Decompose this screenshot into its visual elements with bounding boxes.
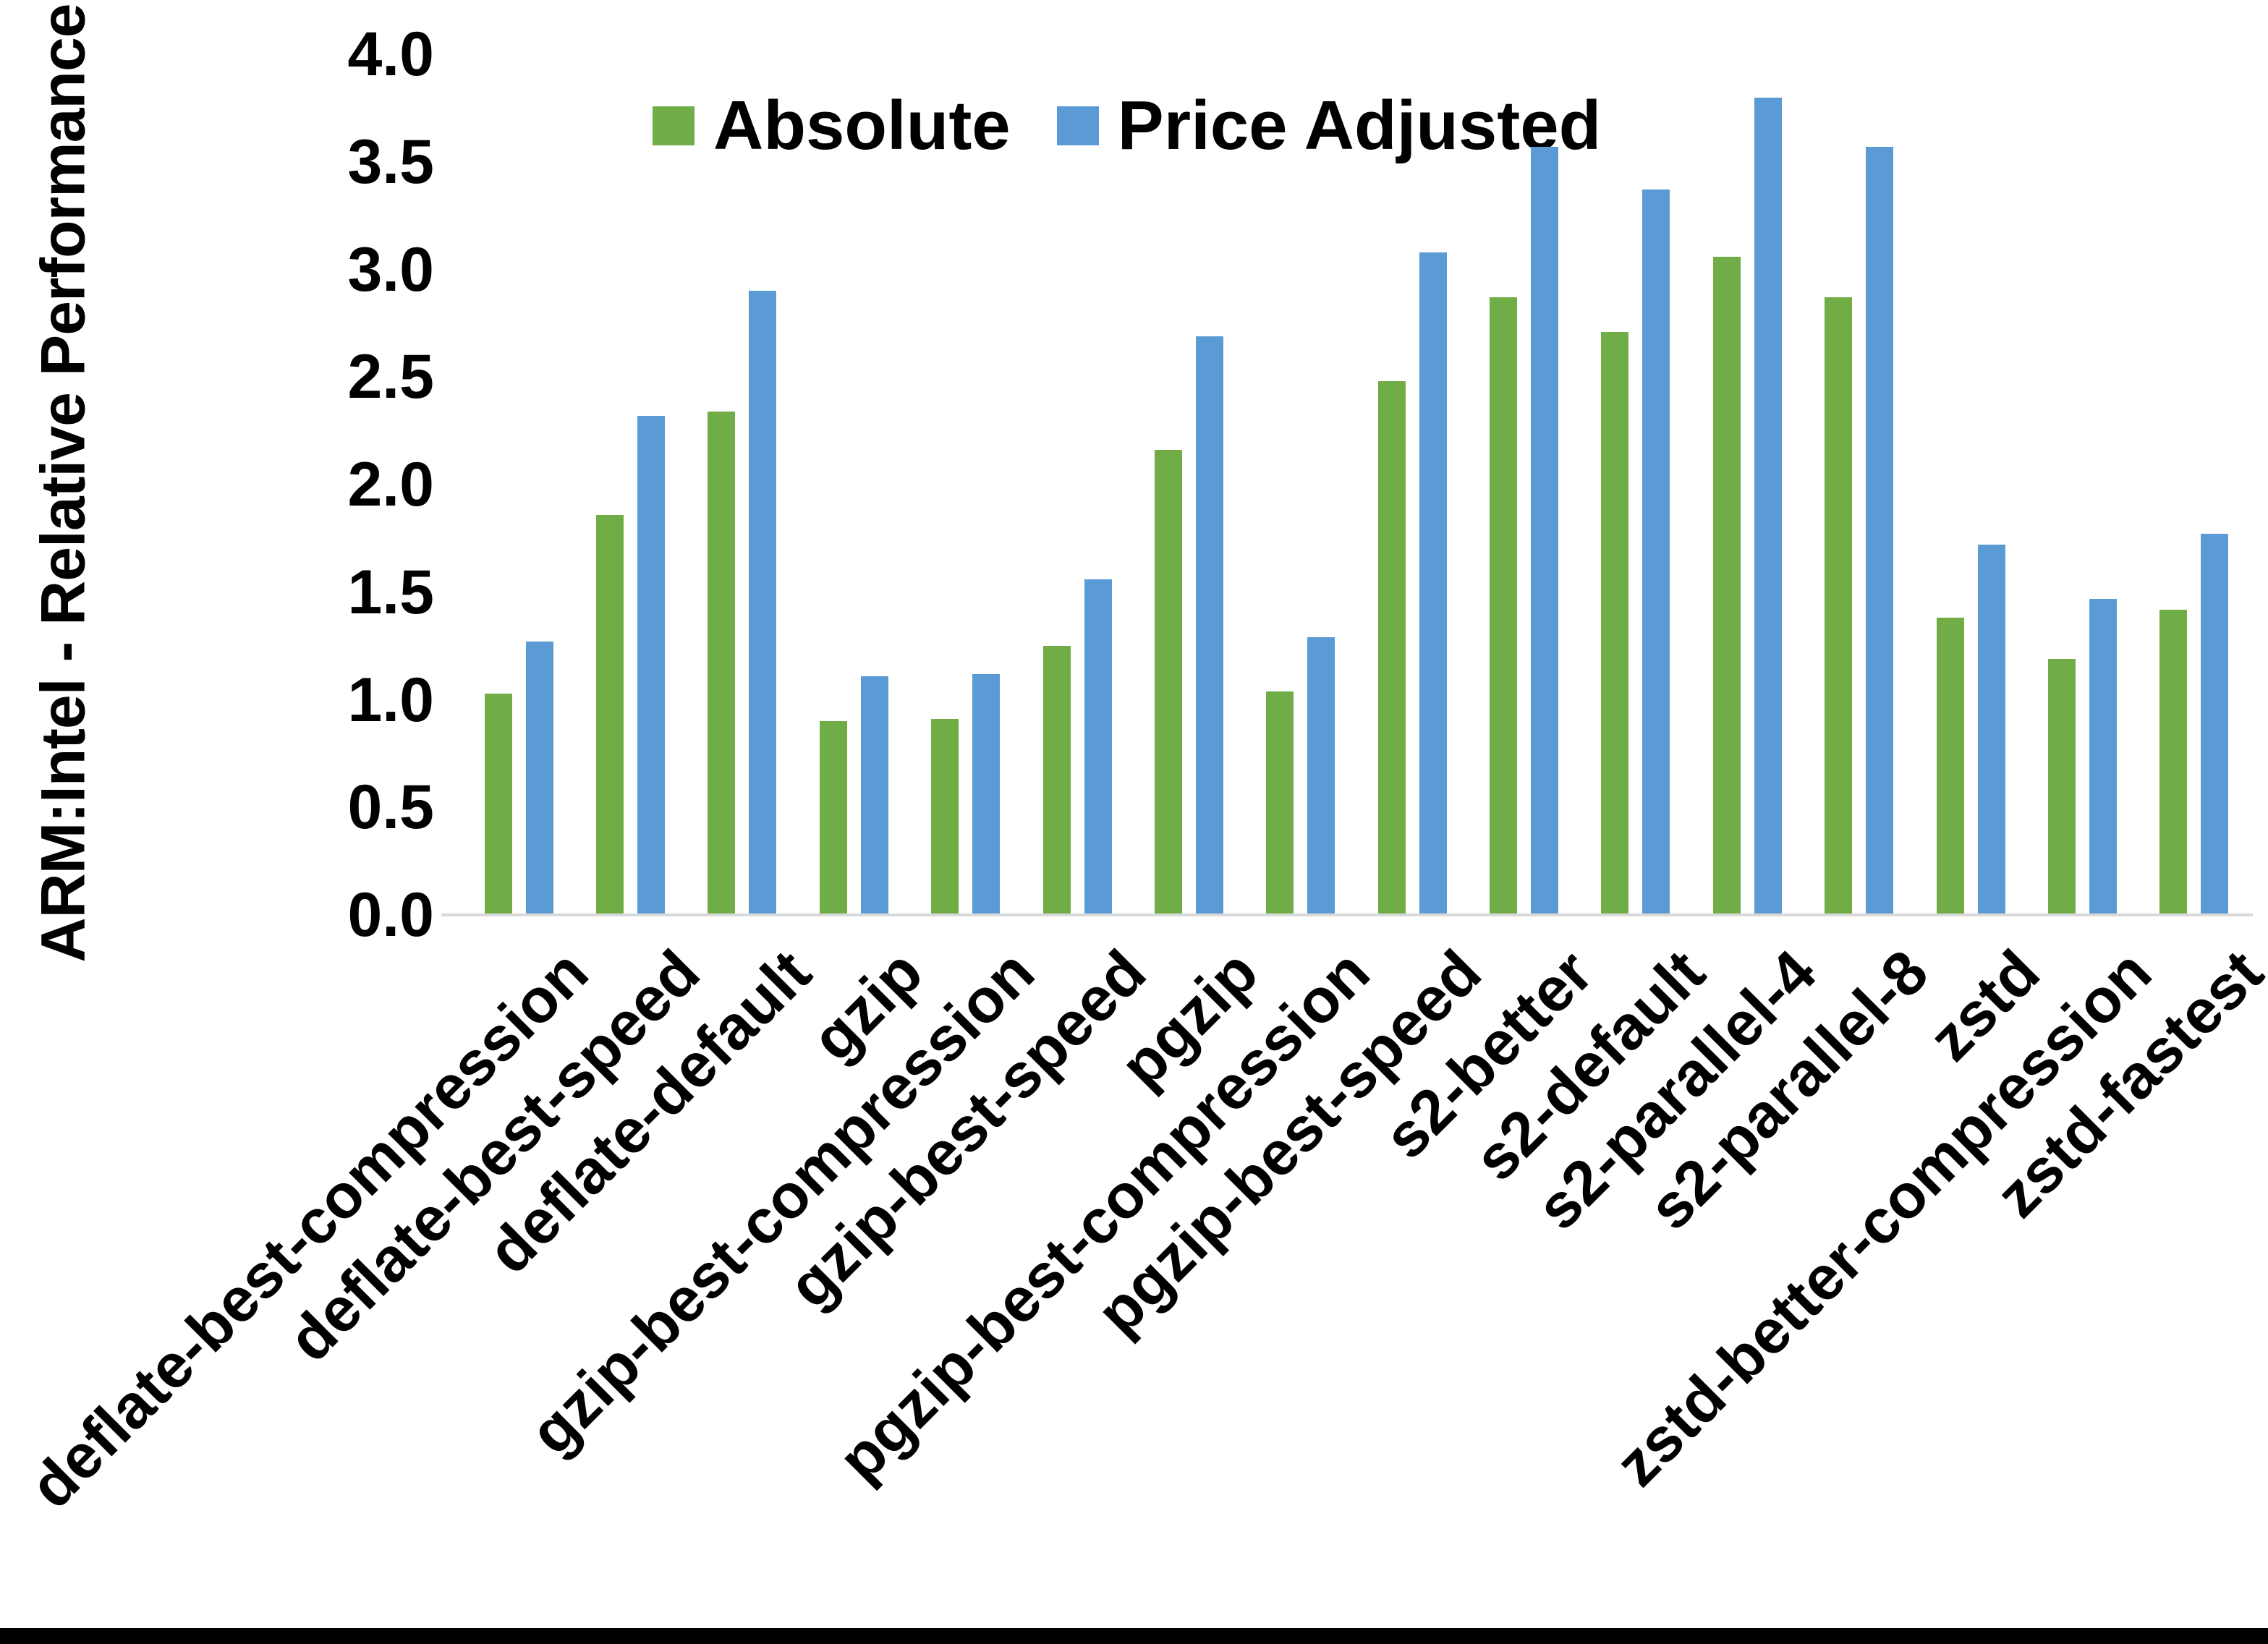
bar-s2-parallel-8-price-adjusted bbox=[1866, 146, 1894, 915]
y-tick-label-1.5: 1.5 bbox=[347, 557, 434, 627]
bar-zstd-better-compression-price-adjusted bbox=[2089, 598, 2117, 915]
y-tick-label-1.0: 1.0 bbox=[347, 665, 434, 735]
bar-gzip-absolute bbox=[819, 721, 847, 915]
bar-deflate-best-speed-price-adjusted bbox=[637, 415, 666, 915]
bar-deflate-default-price-adjusted bbox=[749, 291, 777, 915]
bar-pgzip-best-compression-absolute bbox=[1266, 691, 1294, 915]
bar-gzip-best-compression-price-adjusted bbox=[972, 673, 1001, 915]
bar-pgzip-best-speed-price-adjusted bbox=[1419, 252, 1447, 915]
bar-pgzip-best-compression-price-adjusted bbox=[1307, 637, 1335, 915]
absolute-series-swatch-icon bbox=[653, 106, 695, 145]
bar-zstd-better-compression-absolute bbox=[2047, 658, 2076, 915]
y-tick-label-0.0: 0.0 bbox=[347, 880, 434, 950]
bar-gzip-best-speed-price-adjusted bbox=[1084, 579, 1112, 915]
screenshot-bottom-border bbox=[0, 1628, 2268, 1644]
bar-s2-better-absolute bbox=[1490, 297, 1518, 915]
price-adjusted-series-swatch-icon bbox=[1056, 106, 1099, 145]
bar-s2-default-absolute bbox=[1601, 331, 1629, 915]
bar-s2-parallel-4-absolute bbox=[1712, 256, 1741, 915]
legend-label-absolute: Absolute bbox=[713, 87, 1011, 164]
plot-area bbox=[463, 54, 2250, 915]
bar-pgzip-best-speed-absolute bbox=[1377, 381, 1406, 915]
y-tick-label-0.5: 0.5 bbox=[347, 772, 434, 843]
bar-gzip-best-compression-absolute bbox=[931, 719, 959, 915]
x-axis-baseline bbox=[441, 913, 2253, 916]
legend: Absolute Price Adjusted bbox=[653, 91, 1601, 161]
bar-zstd-fastest-absolute bbox=[2159, 609, 2188, 915]
bar-pgzip-price-adjusted bbox=[1195, 336, 1223, 915]
bar-deflate-best-compression-price-adjusted bbox=[525, 642, 553, 915]
bar-gzip-price-adjusted bbox=[860, 676, 888, 915]
bar-zstd-fastest-price-adjusted bbox=[2201, 534, 2229, 915]
y-tick-label-2.5: 2.5 bbox=[347, 342, 434, 412]
y-tick-label-3.0: 3.0 bbox=[347, 234, 434, 304]
legend-item-absolute: Absolute bbox=[653, 91, 1011, 161]
bar-deflate-default-absolute bbox=[708, 411, 736, 915]
bar-deflate-best-speed-absolute bbox=[596, 514, 624, 915]
bar-s2-default-price-adjusted bbox=[1642, 189, 1670, 915]
y-tick-label-3.5: 3.5 bbox=[347, 127, 434, 197]
bar-pgzip-absolute bbox=[1154, 450, 1182, 915]
bar-s2-parallel-8-absolute bbox=[1825, 297, 1853, 915]
y-tick-label-4.0: 4.0 bbox=[347, 20, 434, 89]
bar-s2-parallel-4-price-adjusted bbox=[1754, 97, 1782, 915]
bar-zstd-absolute bbox=[1936, 618, 1964, 915]
y-tick-label-2.0: 2.0 bbox=[347, 450, 434, 519]
bar-s2-better-price-adjusted bbox=[1531, 146, 1559, 915]
legend-label-price-adjusted: Price Adjusted bbox=[1117, 87, 1602, 164]
bar-zstd-price-adjusted bbox=[1977, 545, 2005, 915]
legend-item-price-adjusted: Price Adjusted bbox=[1056, 87, 1602, 164]
bar-gzip-best-speed-absolute bbox=[1042, 646, 1071, 915]
bar-deflate-best-compression-absolute bbox=[484, 693, 512, 915]
